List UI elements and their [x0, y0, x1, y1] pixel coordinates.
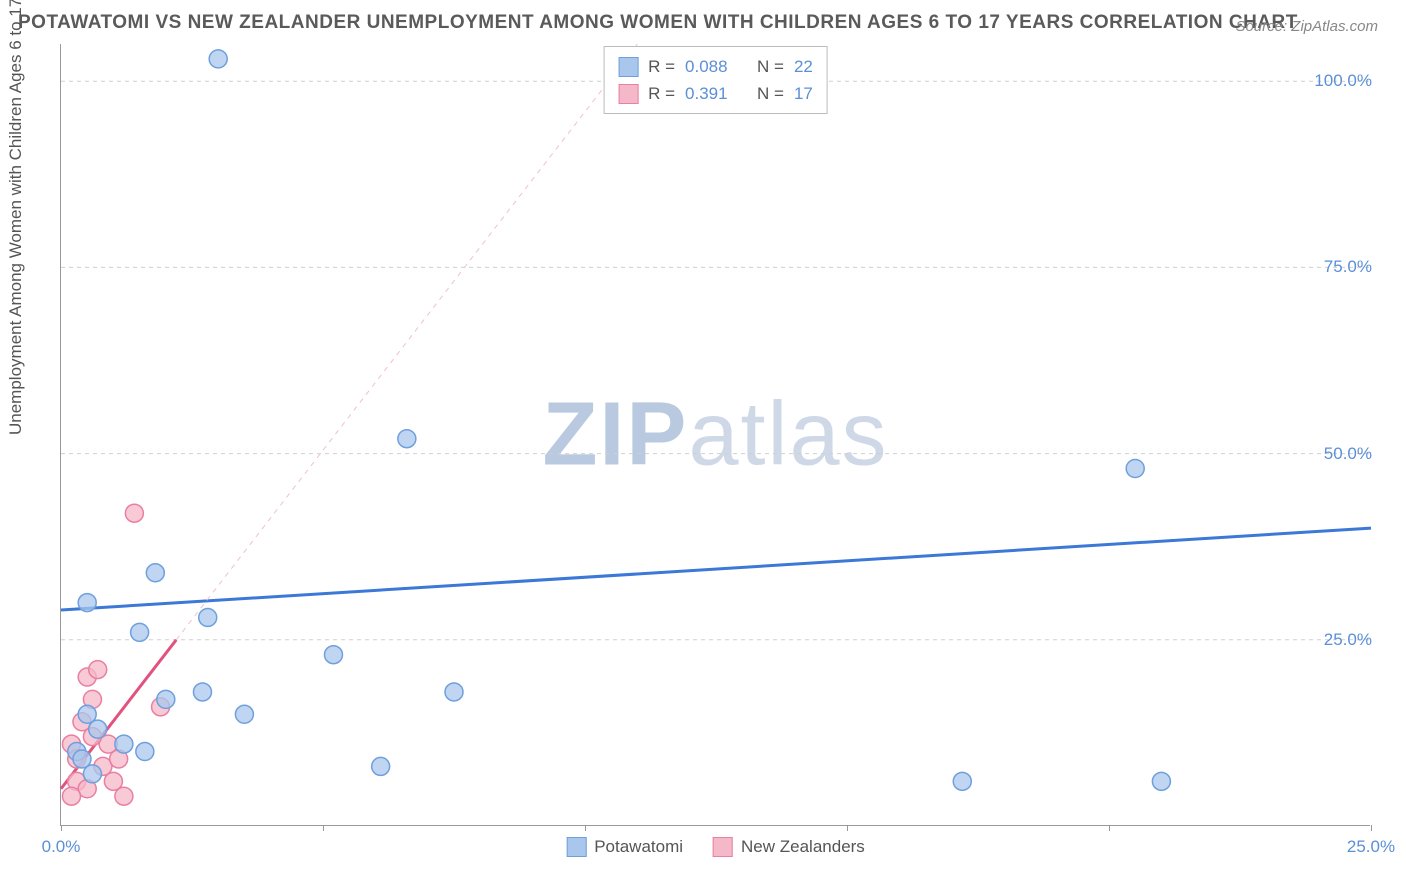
- data-point: [209, 50, 227, 68]
- swatch-newzealanders-icon: [713, 837, 733, 857]
- n-prefix: N =: [757, 53, 784, 80]
- data-point: [445, 683, 463, 701]
- data-point: [146, 564, 164, 582]
- y-tick-label: 100.0%: [1304, 71, 1372, 91]
- legend-label-potawatomi: Potawatomi: [594, 837, 683, 857]
- data-point: [1126, 460, 1144, 478]
- swatch-potawatomi-icon: [566, 837, 586, 857]
- data-point: [131, 623, 149, 641]
- y-tick-label: 75.0%: [1314, 257, 1372, 277]
- y-axis-label: Unemployment Among Women with Children A…: [6, 0, 26, 435]
- data-point: [89, 661, 107, 679]
- legend-row-potawatomi: R = 0.088 N = 22: [618, 53, 813, 80]
- plot-area: ZIPatlas R = 0.088 N = 22 R = 0.391 N =: [60, 44, 1370, 826]
- data-point: [136, 743, 154, 761]
- data-point: [953, 772, 971, 790]
- correlation-legend: R = 0.088 N = 22 R = 0.391 N = 17: [603, 46, 828, 114]
- y-tick-label: 25.0%: [1314, 630, 1372, 650]
- swatch-potawatomi: [618, 57, 638, 77]
- data-point: [78, 594, 96, 612]
- data-point: [235, 705, 253, 723]
- data-point: [324, 646, 342, 664]
- data-point: [398, 430, 416, 448]
- x-tick-label: 25.0%: [1347, 837, 1395, 857]
- r-value-newzealanders: 0.391: [685, 80, 728, 107]
- r-value-potawatomi: 0.088: [685, 53, 728, 80]
- source-attribution: Source: ZipAtlas.com: [1235, 18, 1378, 35]
- data-point: [115, 735, 133, 753]
- n-value-newzealanders: 17: [794, 80, 813, 107]
- data-point: [89, 720, 107, 738]
- x-tick-label: 0.0%: [42, 837, 81, 857]
- n-prefix: N =: [757, 80, 784, 107]
- series-legend: Potawatomi New Zealanders: [566, 837, 865, 857]
- swatch-newzealanders: [618, 84, 638, 104]
- plot-svg: [61, 44, 1370, 825]
- legend-item-newzealanders: New Zealanders: [713, 837, 865, 857]
- legend-row-newzealanders: R = 0.391 N = 17: [618, 80, 813, 107]
- n-value-potawatomi: 22: [794, 53, 813, 80]
- data-point: [115, 787, 133, 805]
- y-tick-label: 50.0%: [1314, 444, 1372, 464]
- data-point: [1152, 772, 1170, 790]
- r-prefix: R =: [648, 53, 675, 80]
- data-point: [372, 757, 390, 775]
- legend-item-potawatomi: Potawatomi: [566, 837, 683, 857]
- chart-title: POTAWATOMI VS NEW ZEALANDER UNEMPLOYMENT…: [18, 12, 1298, 34]
- data-point: [157, 690, 175, 708]
- chart-container: POTAWATOMI VS NEW ZEALANDER UNEMPLOYMENT…: [0, 0, 1406, 892]
- legend-label-newzealanders: New Zealanders: [741, 837, 865, 857]
- data-point: [125, 504, 143, 522]
- data-point: [62, 787, 80, 805]
- r-prefix: R =: [648, 80, 675, 107]
- data-point: [83, 765, 101, 783]
- data-point: [199, 608, 217, 626]
- data-point: [193, 683, 211, 701]
